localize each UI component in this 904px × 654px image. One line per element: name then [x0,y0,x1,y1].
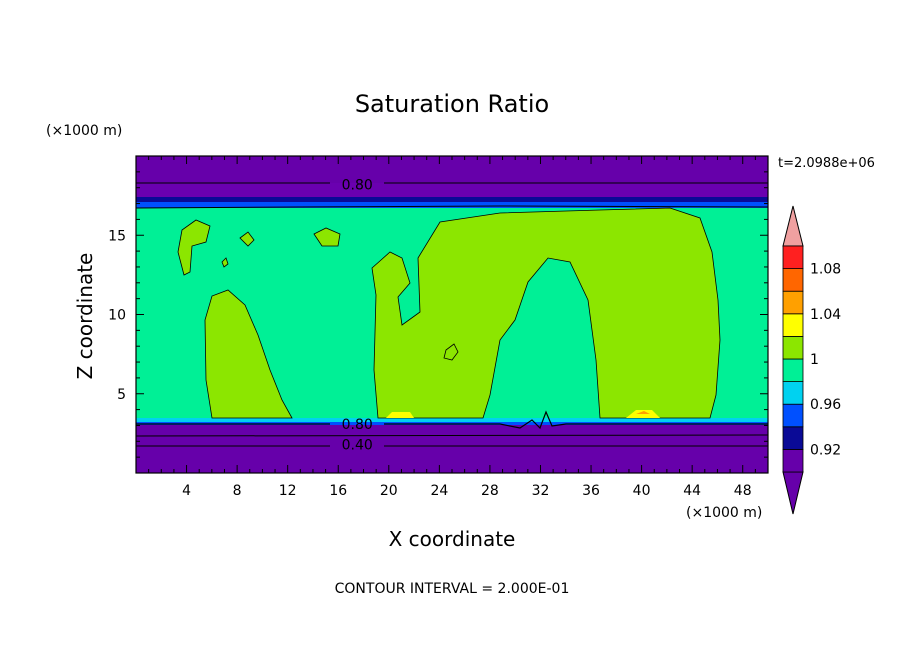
x-tick-label: 20 [380,483,398,499]
x-tick-label: 36 [582,483,600,499]
supersat-spot-yellow-1 [386,412,414,418]
supersat-region-left [204,289,293,419]
contour-label: 0.40 [342,437,373,453]
supersat-blob-5 [221,257,229,268]
contour-line-0.60 [136,434,768,437]
x-tick-label: 16 [329,483,347,499]
colorbar-swatch [782,381,804,405]
contour-label: 0.80 [342,178,373,194]
time-label: t=2.0988e+06 [778,156,875,171]
colorbar-label: 0.92 [810,442,841,458]
colorbar-swatch [782,426,804,450]
tropopause-blue-band [136,197,768,202]
colorbar-swatch [782,335,804,360]
contour-label: 0.80 [342,417,373,433]
chart-title: Saturation Ratio [355,90,549,118]
contour-interval-label: CONTOUR INTERVAL = 2.000E-01 [335,581,570,597]
colorbar-label: 1 [810,352,819,368]
supersat-region-large [371,207,721,419]
colorbar: 0.92 0.96 1 1.04 1.08 [782,205,841,515]
x-tick-label: 24 [430,483,448,499]
x-tick-label: 48 [734,483,752,499]
x-tick-label: 28 [481,483,499,499]
colorbar-label: 1.08 [810,262,841,278]
y-axis-title: Z coordinate [73,253,97,380]
x-tick-label: 12 [279,483,297,499]
supersat-blob-1 [177,219,211,276]
x-tick-label: 8 [233,483,242,499]
colorbar-swatch [782,313,804,337]
x-unit-label: (×1000 m) [686,505,762,521]
colorbar-swatch [782,290,804,315]
lower-cyan-band [136,418,768,422]
y-tick-label: 5 [117,387,126,403]
colorbar-over-triangle [782,205,804,247]
colorbar-under-triangle [782,471,804,515]
x-tick-label: 32 [532,483,550,499]
supersat-spot-orange [636,411,650,414]
contour-line-0.80-lower [136,410,768,430]
lower-dry-region [136,425,768,473]
colorbar-swatch [782,448,804,473]
supersat-blob-2 [313,227,341,247]
colorbar-swatch [782,268,804,292]
supersat-blob-3 [239,231,255,247]
x-tick-label: 40 [633,483,651,499]
contour-line-tropopause [136,205,768,209]
plot-area: 0.800.800.40 4 8 12 16 20 24 28 32 36 40 44 48 5101… [108,155,769,499]
supersat-blob-4 [443,343,459,361]
colorbar-swatch [782,403,804,428]
colorbar-swatch [782,358,804,383]
colorbar-label: 1.04 [810,307,841,323]
x-axis-title: X coordinate [389,527,516,551]
y-tick-label: 15 [108,228,126,244]
y-unit-label: (×1000 m) [46,123,122,139]
upper-dry-band [136,183,768,197]
colorbar-label: 0.96 [810,397,841,413]
colorbar-swatch [782,245,804,270]
x-tick-label: 4 [182,483,191,499]
x-tick-label: 44 [683,483,701,499]
y-tick-label: 10 [108,308,126,324]
tropopause-cyan-band [136,202,768,208]
